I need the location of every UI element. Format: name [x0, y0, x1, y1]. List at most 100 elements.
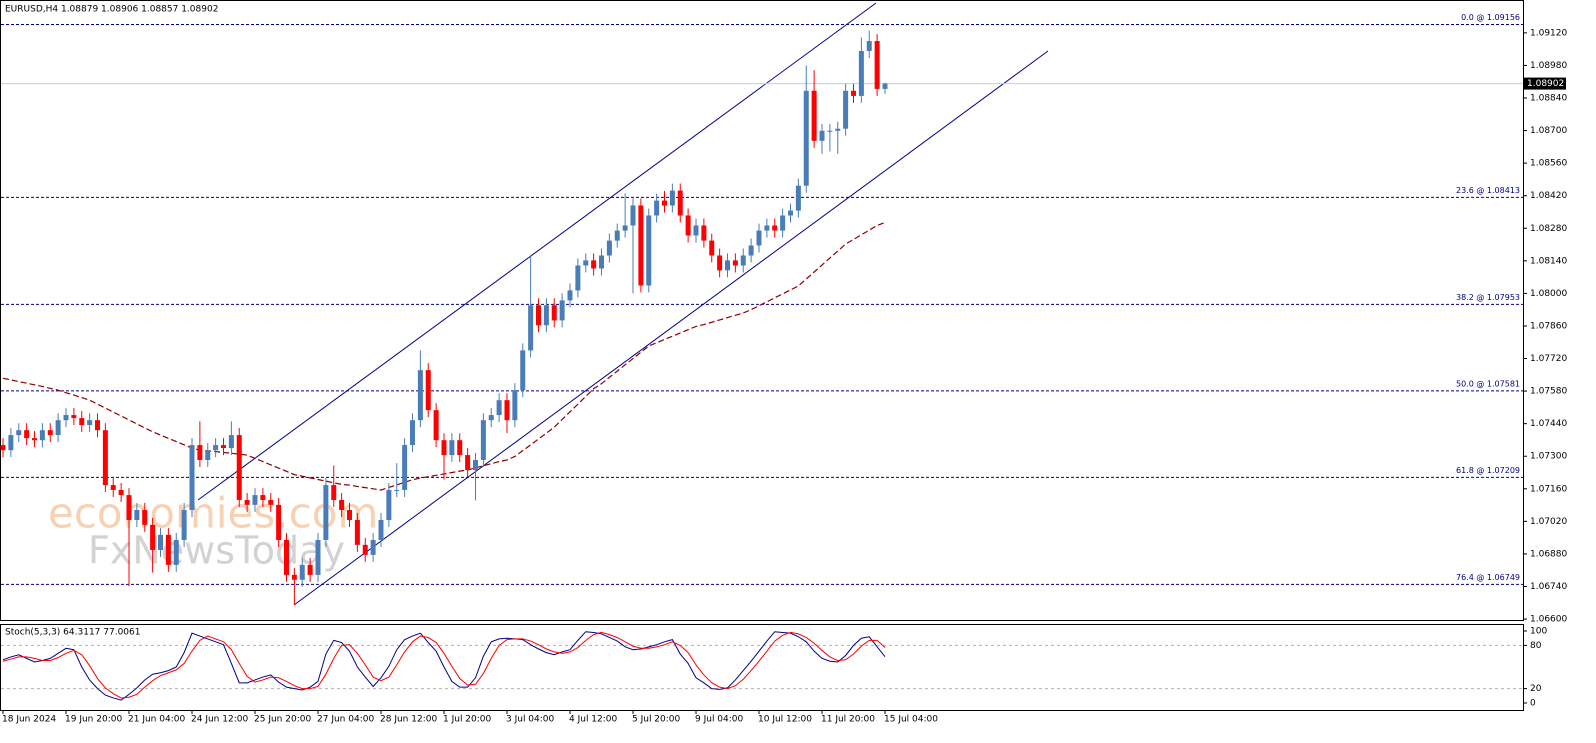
candle-body: [575, 265, 581, 291]
candle-body: [378, 519, 384, 540]
candle-body: [323, 485, 329, 540]
channel-line: [197, 2, 877, 501]
candle-body: [709, 240, 715, 256]
candle-body: [622, 225, 628, 231]
candle-body: [71, 415, 77, 419]
candle-body: [811, 90, 817, 141]
candle-body: [299, 564, 305, 580]
y-tick-label: 1.08140: [1530, 256, 1567, 266]
candle-body: [197, 445, 203, 460]
candle-body: [158, 534, 163, 550]
candle-body: [874, 41, 880, 89]
candle-body: [165, 534, 171, 565]
y-tick-label: 1.08840: [1530, 94, 1567, 104]
candle-body: [150, 524, 156, 550]
watermark: FxNewsToday: [88, 529, 345, 573]
candle-body: [260, 495, 266, 500]
candle-body: [669, 190, 675, 206]
y-tick-label: 1.07720: [1530, 354, 1567, 364]
candle-body: [189, 445, 195, 510]
candle-body: [110, 485, 116, 490]
candle-body: [0, 445, 6, 451]
candle-body: [851, 90, 856, 96]
candle-body: [142, 509, 148, 525]
y-tick-label: 1.06880: [1530, 549, 1567, 559]
x-tick-label: 15 Jul 04:00: [884, 715, 938, 725]
candle-body: [536, 305, 541, 326]
candle-body: [354, 519, 360, 545]
channel-line: [293, 50, 1049, 606]
stoch-pane: [0, 624, 1524, 711]
candle-body: [630, 205, 636, 226]
candle-body: [819, 130, 825, 141]
indicator-title: Stoch(5,3,3) 64.3117 77.0061: [5, 628, 140, 638]
watermark: economies.com: [48, 489, 378, 538]
y-tick-label: 20: [1530, 684, 1542, 694]
y-tick-label: 1.07160: [1530, 484, 1567, 494]
y-tick-label: 80: [1530, 641, 1542, 651]
candle-body: [512, 390, 518, 421]
candle-body: [614, 230, 620, 241]
y-tick-label: 1.06600: [1530, 615, 1567, 625]
y-tick-label: 1.07580: [1530, 387, 1567, 397]
candle-body: [16, 430, 22, 436]
candle-body: [284, 539, 289, 575]
candle-body: [701, 225, 707, 241]
candle-body: [134, 509, 140, 520]
candle-body: [803, 90, 809, 186]
candle-body: [693, 225, 699, 236]
candle-body: [252, 495, 258, 505]
candle-body: [677, 190, 683, 216]
y-tick-label: 1.07440: [1530, 419, 1567, 429]
y-tick-label: 100: [1530, 627, 1547, 637]
candle-body: [827, 130, 833, 132]
candle-body: [47, 430, 53, 436]
y-tick-label: 1.07300: [1530, 452, 1567, 462]
y-tick-label: 1.08560: [1530, 159, 1567, 169]
candle-body: [465, 455, 471, 470]
candle-body: [685, 215, 691, 236]
stoch-line: [2, 631, 886, 699]
candle-body: [654, 200, 660, 216]
candle-body: [504, 400, 510, 421]
x-tick-label: 9 Jul 04:00: [695, 715, 744, 725]
candle-body: [457, 440, 463, 456]
candle-body: [780, 215, 786, 231]
candle-body: [417, 370, 423, 421]
candle-body: [559, 300, 565, 321]
candle-body: [102, 430, 108, 486]
x-tick-label: 3 Jul 04:00: [506, 715, 555, 725]
candle-body: [181, 509, 187, 540]
candle-body: [55, 420, 61, 436]
candle-body: [480, 420, 486, 460]
candle-body: [79, 418, 85, 426]
candle-body: [638, 205, 644, 286]
candle-body: [441, 440, 447, 456]
y-tick-label: 1.09120: [1530, 28, 1567, 38]
candle-body: [221, 445, 226, 449]
candle-body: [835, 128, 841, 131]
fib-label: 23.6 @ 1.08413: [1456, 186, 1520, 195]
candle-body: [39, 430, 45, 441]
candle-body: [8, 435, 14, 451]
candle-body: [788, 210, 793, 216]
candle-body: [756, 230, 762, 246]
y-tick-label: 1.07020: [1530, 517, 1567, 527]
x-tick-label: 1 Jul 20:00: [443, 715, 492, 725]
candle-body: [591, 260, 597, 269]
x-tick-label: 24 Jun 12:00: [191, 715, 248, 725]
candle-body: [866, 41, 872, 52]
x-tick-label: 21 Jun 04:00: [128, 715, 185, 725]
candle-body: [433, 410, 439, 441]
candle-body: [228, 435, 234, 449]
candle-body: [882, 83, 888, 89]
candle-body: [551, 305, 557, 321]
candle-body: [95, 420, 100, 431]
last-price-label: 1.08902: [1527, 79, 1564, 89]
fib-label: 38.2 @ 1.07953: [1456, 293, 1520, 302]
candle-body: [394, 489, 400, 491]
candle-body: [449, 440, 455, 456]
candle-body: [567, 290, 573, 301]
chart-title: EURUSD,H4 1.08879 1.08906 1.08857 1.0890…: [5, 5, 218, 15]
